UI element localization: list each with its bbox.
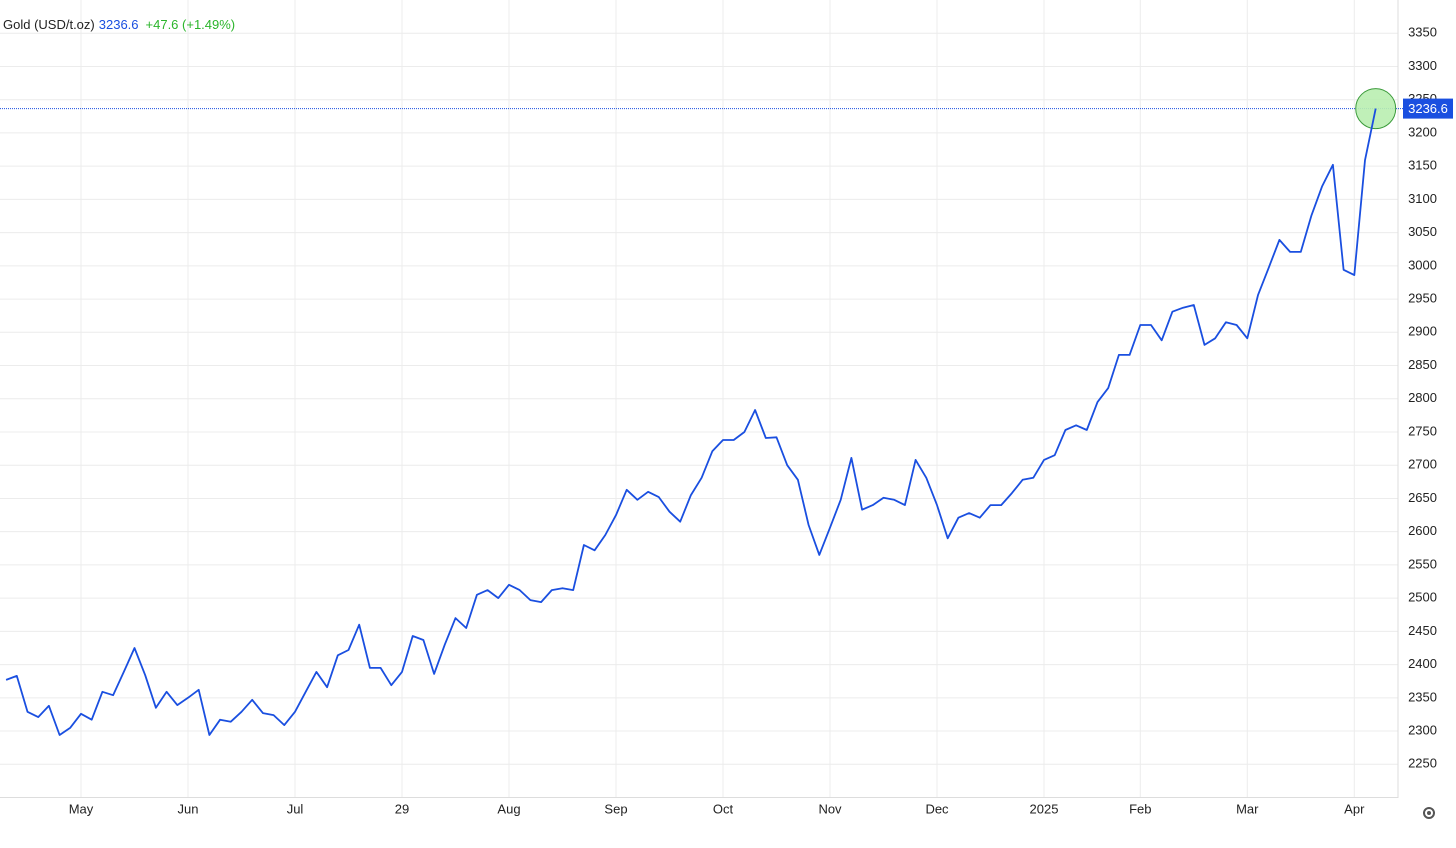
last-point-highlight (1355, 88, 1397, 130)
grid (0, 0, 1398, 798)
last-price-label: 3236.6 (1408, 101, 1448, 116)
y-tick-label: 3000 (1408, 257, 1437, 272)
y-tick-label: 2800 (1408, 390, 1437, 405)
x-tick-label: 29 (395, 801, 409, 816)
y-tick-label: 2700 (1408, 457, 1437, 472)
x-tick-label: Jun (178, 801, 199, 816)
y-tick-label: 3050 (1408, 224, 1437, 239)
x-tick-label: Apr (1344, 801, 1365, 816)
y-tick-label: 2400 (1408, 656, 1437, 671)
x-tick-label: Aug (497, 801, 520, 816)
y-tick-label: 3350 (1408, 25, 1437, 40)
gear-hub[interactable] (1427, 811, 1431, 815)
y-tick-label: 2500 (1408, 590, 1437, 605)
y-tick-label: 2650 (1408, 490, 1437, 505)
y-tick-label: 3150 (1408, 158, 1437, 173)
y-tick-label: 2300 (1408, 722, 1437, 737)
x-tick-label: Mar (1236, 801, 1259, 816)
x-tick-label: Sep (604, 801, 627, 816)
x-tick-label: Feb (1129, 801, 1151, 816)
y-tick-label: 2600 (1408, 523, 1437, 538)
y-tick-label: 2900 (1408, 324, 1437, 339)
x-tick-label: Nov (818, 801, 842, 816)
last-price: 3236.6 (99, 17, 139, 32)
x-tick-label: Oct (713, 801, 734, 816)
x-tick-label: Jul (287, 801, 304, 816)
x-tick-label: May (69, 801, 94, 816)
y-tick-label: 2750 (1408, 423, 1437, 438)
gear[interactable] (1423, 807, 1435, 819)
price-line (5, 108, 1377, 736)
y-tick-label: 3300 (1408, 58, 1437, 73)
price-change: +47.6 (+1.49%) (146, 17, 236, 32)
y-tick-label: 2250 (1408, 756, 1437, 771)
series-name: Gold (USD/t.oz) (3, 17, 95, 32)
y-tick-label: 3100 (1408, 191, 1437, 206)
settings-icon[interactable] (1423, 807, 1435, 819)
x-tick-label: 2025 (1030, 801, 1059, 816)
y-tick-label: 2450 (1408, 623, 1437, 638)
y-tick-label: 2850 (1408, 357, 1437, 372)
y-tick-label: 2950 (1408, 291, 1437, 306)
chart-header: Gold (USD/t.oz) 3236.6 +47.6 (+1.49%) (3, 17, 235, 32)
x-tick-label: Dec (925, 801, 949, 816)
last-price-badge (1403, 98, 1453, 119)
y-tick-label: 2550 (1408, 556, 1437, 571)
y-tick-label: 3200 (1408, 124, 1437, 139)
y-tick-label: 2350 (1408, 689, 1437, 704)
